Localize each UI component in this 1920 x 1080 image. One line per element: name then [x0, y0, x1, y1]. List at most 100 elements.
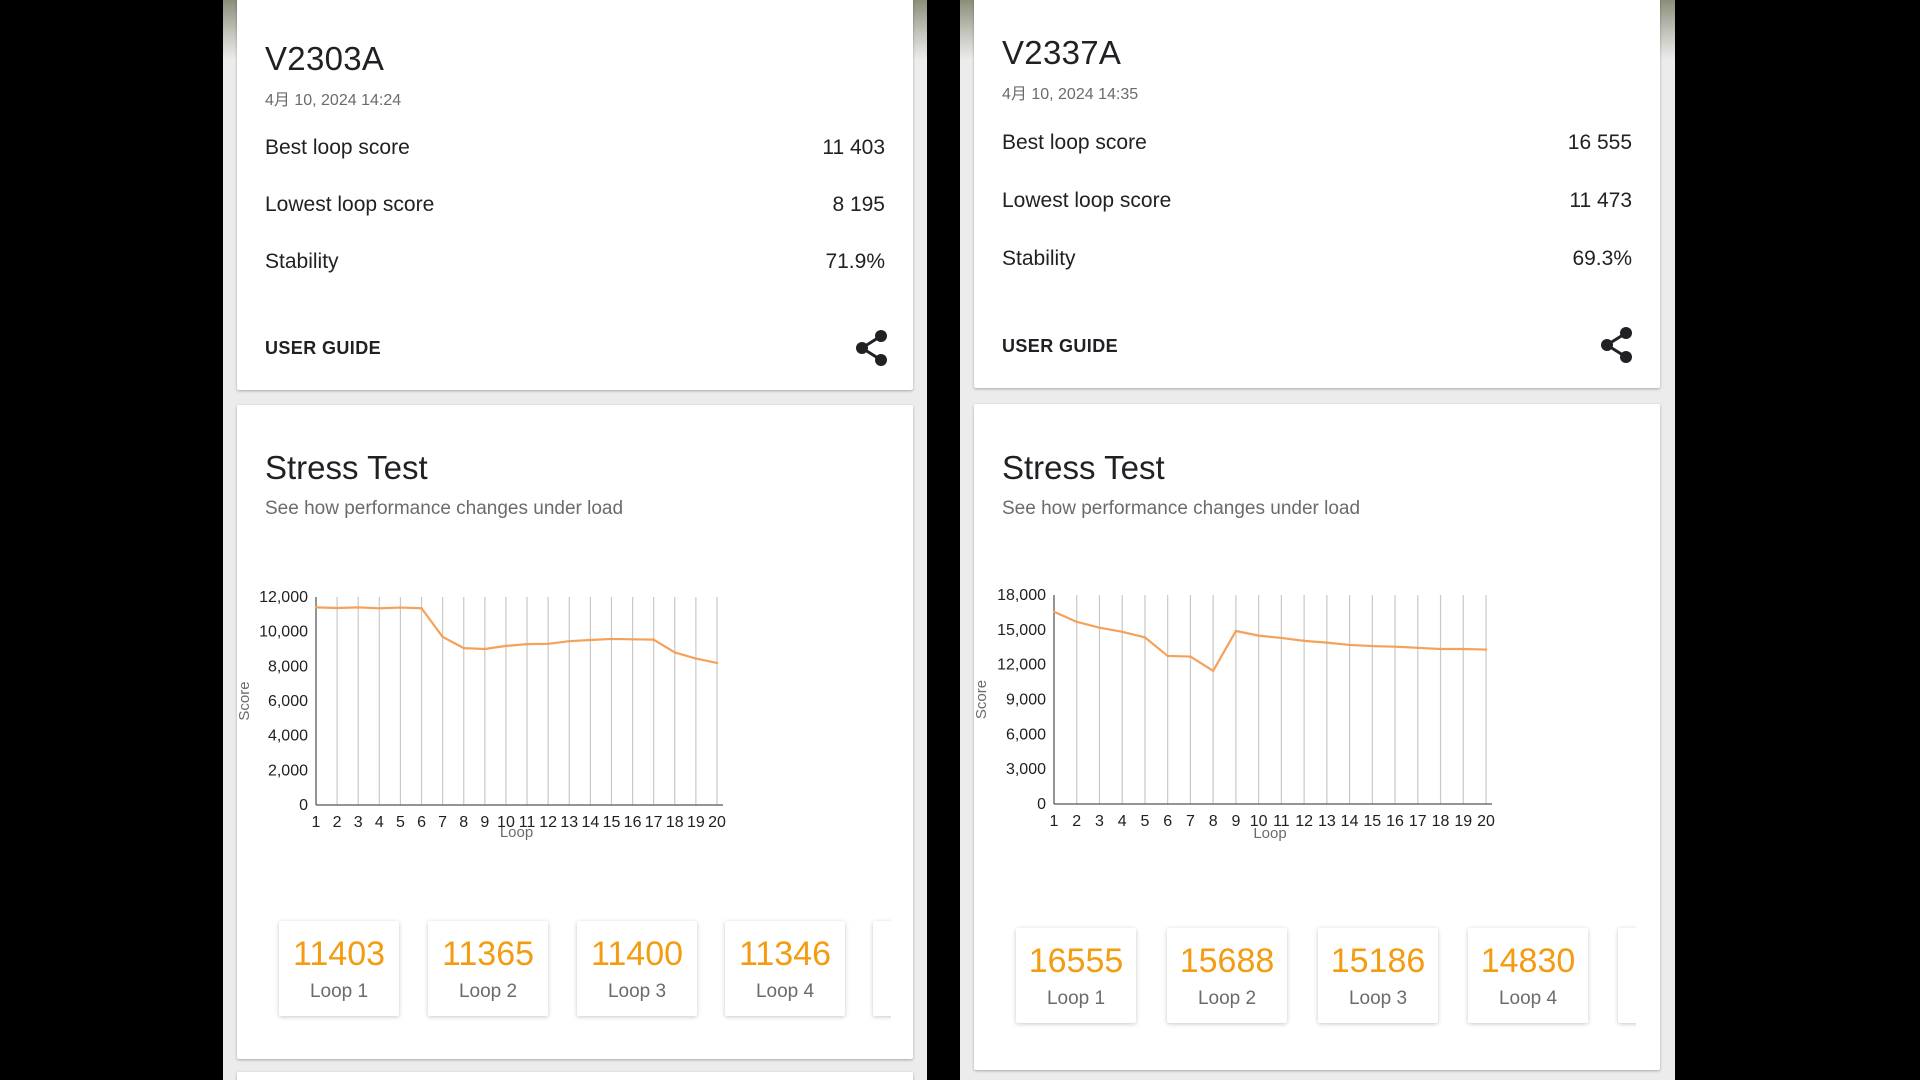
- loop-score: 14830: [1480, 942, 1576, 980]
- data-point: [462, 646, 465, 650]
- x-tick-label: 16: [1386, 813, 1404, 830]
- x-tick-label: 9: [480, 814, 489, 831]
- data-point: [1257, 634, 1260, 637]
- loop-tile[interactable]: 15186 Loop 3: [1318, 928, 1438, 1023]
- data-point: [504, 644, 508, 648]
- loop-label: Loop 3: [1348, 988, 1408, 1009]
- x-tick-label: 8: [459, 814, 468, 831]
- phone-screen-left: V2303A 4月 10, 2024 14:24 Best loop score…: [223, 0, 927, 1080]
- y-axis-title: Score: [236, 681, 253, 720]
- x-tick-label: 12: [1295, 813, 1313, 830]
- x-tick-label: 5: [396, 814, 405, 831]
- y-tick-label: 4,000: [268, 728, 308, 745]
- x-tick-label: 15: [603, 814, 621, 831]
- data-point: [399, 606, 402, 609]
- loop-score: 11400: [590, 935, 684, 973]
- x-tick-label: 5: [1140, 813, 1149, 830]
- loop-tile[interactable]: 15688 Loop 2: [1167, 928, 1287, 1023]
- loop-tile[interactable]: 11365 Loop 2: [428, 921, 548, 1016]
- user-guide-link[interactable]: USER GUIDE: [1002, 336, 1119, 356]
- data-point: [314, 606, 318, 609]
- data-point: [1052, 610, 1056, 613]
- x-tick-label: 20: [1477, 813, 1495, 830]
- loop-label: Loop 4: [755, 981, 815, 1002]
- x-tick-label: 8: [1209, 813, 1218, 830]
- data-point: [652, 638, 655, 641]
- loop-label: Loop 3: [607, 981, 667, 1002]
- x-tick-label: 3: [1095, 813, 1104, 830]
- x-tick-label: 7: [438, 814, 447, 831]
- loop-score-strip[interactable]: 11403 Loop 1 11365 Loop 2 11400 Loop 3 1…: [265, 915, 891, 1025]
- metric-label: Stability: [265, 250, 339, 273]
- x-tick-label: 2: [1072, 813, 1081, 830]
- data-point: [525, 642, 529, 646]
- loop-tile[interactable]: 11346 Loop 4: [725, 921, 845, 1016]
- x-tick-label: 1: [1050, 813, 1059, 830]
- data-point: [1166, 654, 1169, 658]
- metric-label: Best loop score: [265, 136, 410, 159]
- data-point: [631, 638, 634, 641]
- share-icon[interactable]: [1600, 326, 1634, 364]
- stress-test-subtitle: See how performance changes under load: [1002, 498, 1361, 519]
- metric-row-lowest: Lowest loop score 8 195: [265, 193, 885, 223]
- share-icon[interactable]: [855, 329, 889, 367]
- metric-value: 69.3%: [1572, 247, 1632, 270]
- loop-tile-partial[interactable]: [873, 921, 891, 1016]
- y-tick-label: 6,000: [268, 693, 308, 710]
- data-point: [589, 638, 592, 642]
- loop-score-strip[interactable]: 16555 Loop 1 15688 Loop 2 15186 Loop 3 1…: [1002, 922, 1636, 1032]
- loop-tile-partial[interactable]: [1618, 928, 1636, 1023]
- test-datetime: 4月 10, 2024 14:35: [1002, 86, 1139, 103]
- loop-tile[interactable]: 16555 Loop 1: [1016, 928, 1136, 1023]
- data-point: [1484, 648, 1488, 651]
- loop-tile[interactable]: 14830 Loop 4: [1468, 928, 1588, 1023]
- x-tick-label: 18: [666, 814, 684, 831]
- data-point: [568, 640, 571, 643]
- score-series-line: [315, 606, 718, 665]
- x-tick-label: 1: [312, 814, 321, 831]
- y-tick-label: 10,000: [259, 624, 308, 641]
- metric-row-stability: Stability 69.3%: [1002, 247, 1632, 277]
- x-tick-label: 9: [1231, 813, 1240, 830]
- data-point: [1393, 645, 1397, 648]
- data-point: [1462, 647, 1465, 651]
- stress-test-title: Stress Test: [1002, 449, 1165, 486]
- user-guide-link[interactable]: USER GUIDE: [265, 338, 382, 358]
- x-tick-label: 13: [560, 814, 578, 831]
- loop-tile[interactable]: 11400 Loop 3: [577, 921, 697, 1016]
- metric-label: Best loop score: [1002, 131, 1147, 154]
- data-point: [1348, 643, 1351, 647]
- loop-label: Loop 1: [309, 981, 369, 1002]
- y-tick-label: 8,000: [268, 658, 308, 675]
- metric-row-stability: Stability 71.9%: [265, 250, 885, 280]
- x-tick-label: 6: [417, 814, 426, 831]
- data-point: [1325, 641, 1329, 644]
- x-tick-label: 19: [687, 814, 705, 831]
- x-tick-label: 18: [1432, 813, 1450, 830]
- data-point: [1211, 669, 1215, 672]
- metric-value: 16 555: [1567, 131, 1632, 154]
- metric-value: 11 473: [1569, 189, 1632, 212]
- x-tick-label: 17: [645, 814, 663, 831]
- x-tick-label: 11: [519, 814, 536, 831]
- stress-test-card: Stress Test See how performance changes …: [236, 405, 913, 1059]
- y-tick-label: 18,000: [997, 587, 1046, 604]
- y-tick-label: 3,000: [1006, 761, 1046, 778]
- x-tick-label: 12: [539, 814, 557, 831]
- x-tick-label: 16: [624, 814, 642, 831]
- data-point: [1121, 630, 1124, 634]
- phone-screen-right: V2337A 4月 10, 2024 14:35 Best loop score…: [960, 0, 1675, 1080]
- x-axis-title: Loop: [500, 824, 533, 841]
- metric-label: Lowest loop score: [265, 193, 435, 216]
- data-point: [441, 635, 444, 639]
- y-tick-label: 12,000: [997, 657, 1046, 674]
- data-point: [420, 607, 423, 610]
- result-card: V2337A 4月 10, 2024 14:35 Best loop score…: [974, 0, 1660, 388]
- y-tick-label: 6,000: [1006, 726, 1046, 743]
- data-point: [1371, 644, 1374, 648]
- x-tick-label: 20: [708, 814, 726, 831]
- x-tick-label: 10: [1250, 813, 1268, 830]
- loop-tile[interactable]: 11403 Loop 1: [279, 921, 399, 1016]
